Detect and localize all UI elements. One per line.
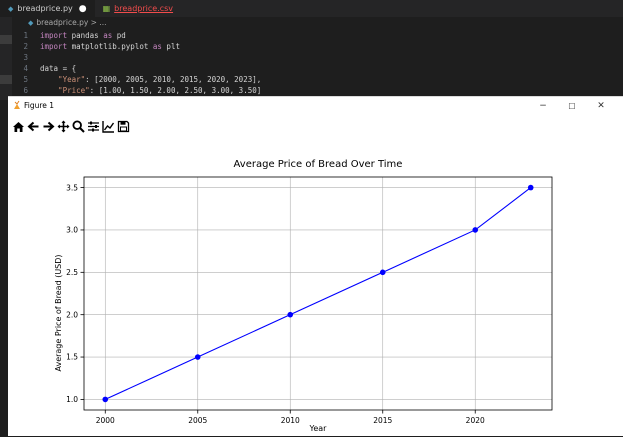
maximize-button[interactable]: ☐: [568, 101, 576, 111]
code-token: as: [103, 31, 113, 40]
code-editor: ◆ breadprice.py ● ▦ breadprice.csv ◆ bre…: [0, 0, 623, 100]
code-token: import: [40, 42, 68, 51]
line-number: 2: [23, 42, 28, 51]
code-token: as: [152, 42, 162, 51]
code-line[interactable]: 5 "Year": [2000, 2005, 2010, 2015, 2020,…: [12, 74, 261, 85]
code-token: "Price": [40, 86, 90, 95]
code-token: : [2000, 2005, 2010, 2015, 2020, 2023],: [85, 75, 262, 84]
back-icon[interactable]: [27, 120, 40, 133]
matplotlib-app-icon: [14, 100, 20, 109]
code-line[interactable]: 1 import pandas as pd: [12, 30, 261, 41]
y-tick-label: 1.5: [66, 353, 78, 362]
python-file-icon: ◆: [28, 18, 34, 27]
grid-lines: [84, 177, 552, 410]
tab-label: breadprice.py: [17, 4, 73, 13]
python-file-icon: ◆: [8, 4, 14, 13]
code-token: pandas: [67, 31, 104, 40]
x-axis-label: Year: [309, 424, 328, 433]
code-token: : [1.00, 1.50, 2.00, 2.50, 3.00, 3.50]: [89, 86, 262, 95]
y-axis-label: Average Price of Bread (USD): [54, 254, 63, 371]
code-token: pd: [112, 31, 126, 40]
editor-tab-bar: ◆ breadprice.py ● ▦ breadprice.csv: [0, 0, 623, 17]
tab-label: breadprice.csv: [114, 4, 174, 13]
window-title: Figure 1: [24, 101, 55, 110]
y-tick-label: 2.0: [66, 310, 78, 319]
figure-toolbar: [8, 116, 623, 137]
csv-file-icon: ▦: [102, 4, 111, 13]
edit-axis-icon[interactable]: [102, 120, 115, 133]
code-token: matplotlib.pyplot: [67, 42, 153, 51]
y-tick-label: 1.0: [66, 395, 78, 404]
breadcrumb[interactable]: ◆ breadprice.py > ...: [28, 18, 107, 27]
y-tick-label: 3.0: [66, 226, 78, 235]
code-line[interactable]: 6 "Price": [1.00, 1.50, 2.00, 2.50, 3.00…: [12, 85, 261, 96]
data-series: [102, 184, 534, 403]
data-point-marker: [527, 184, 534, 191]
rail-item[interactable]: [0, 35, 12, 44]
forward-icon[interactable]: [42, 120, 55, 133]
window-titlebar[interactable]: Figure 1 − ☐ ✕: [8, 97, 623, 115]
line-number: 6: [23, 86, 28, 95]
code-token: plt: [161, 42, 180, 51]
zoom-icon[interactable]: [72, 120, 85, 133]
axes-frame: [83, 176, 553, 411]
x-tick-label: 2020: [466, 416, 485, 425]
pan-icon[interactable]: [57, 120, 70, 133]
axis-ticks: 2000 2005 2010 2015 2020 1.0 1.5 2.0 2.5 3.0 3.5: [66, 183, 485, 425]
code-area[interactable]: 1 import pandas as pd 2 import matplotlib.p…: [12, 30, 261, 96]
rail-item[interactable]: [0, 75, 12, 84]
code-token: "Year": [40, 75, 86, 84]
unsaved-dot-icon: ●: [78, 3, 87, 14]
tab-breadprice-csv[interactable]: ▦ breadprice.csv: [95, 0, 181, 17]
data-point-marker: [102, 396, 109, 403]
data-point-marker: [194, 354, 201, 360]
line-number: 5: [23, 75, 28, 84]
data-point-marker: [379, 269, 386, 276]
line-number: 3: [23, 53, 28, 62]
y-tick-label: 2.5: [66, 268, 78, 277]
line-chart[interactable]: Average Price of Bread Over Time 2000 200…: [8, 137, 623, 437]
code-line[interactable]: 2 import matplotlib.pyplot as plt: [12, 41, 261, 52]
save-icon[interactable]: [117, 120, 130, 133]
series-line: [105, 187, 532, 400]
close-button[interactable]: ✕: [597, 101, 605, 111]
figure-window: Figure 1 − ☐ ✕ Average Price of Br: [8, 96, 623, 436]
activity-rail: [0, 17, 12, 100]
data-point-marker: [472, 227, 479, 233]
configure-subplots-icon[interactable]: [87, 120, 100, 133]
x-tick-label: 2010: [281, 416, 300, 425]
minimize-button[interactable]: −: [539, 101, 547, 111]
x-tick-label: 2015: [373, 416, 392, 425]
tab-breadprice-py[interactable]: ◆ breadprice.py ●: [0, 0, 95, 17]
y-tick-label: 3.5: [66, 183, 78, 192]
home-icon[interactable]: [12, 120, 25, 133]
x-tick-label: 2000: [96, 416, 115, 425]
code-line[interactable]: 3: [12, 52, 261, 63]
code-token: import: [40, 31, 68, 40]
code-line[interactable]: 4 data = {: [12, 63, 261, 74]
data-point-marker: [287, 311, 294, 318]
chart-title: Average Price of Bread Over Time: [234, 159, 403, 170]
code-token: data = {: [40, 64, 77, 73]
x-tick-label: 2005: [188, 416, 207, 425]
line-number: 1: [23, 31, 28, 40]
breadcrumb-text: breadprice.py > ...: [36, 18, 107, 27]
line-number: 4: [23, 64, 28, 73]
